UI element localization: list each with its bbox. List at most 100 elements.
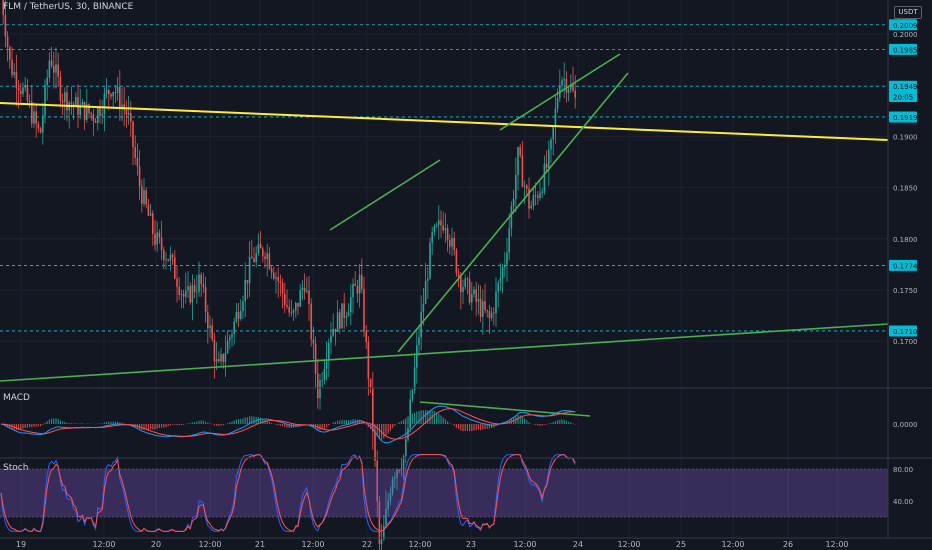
candle-body <box>411 390 414 400</box>
candle-body <box>486 309 488 312</box>
candle-body <box>13 71 15 75</box>
candle-body <box>435 224 438 226</box>
candle-body <box>127 113 130 115</box>
candle-body <box>61 100 64 103</box>
candle-body <box>501 267 504 279</box>
candle-body <box>187 286 189 291</box>
candle-body <box>266 253 268 260</box>
candle-body <box>264 256 266 260</box>
candle-body <box>235 312 238 322</box>
candle-body <box>367 341 370 379</box>
candle-body <box>541 191 543 194</box>
symbol-title[interactable]: FLM / TetherUS, 30, BINANCE <box>3 2 134 12</box>
candle-body <box>22 87 24 94</box>
time-label: 21 <box>255 540 265 549</box>
macd-divergence-line <box>419 401 591 417</box>
signal-line <box>0 408 576 440</box>
time-label: 19 <box>16 540 26 549</box>
candle-body <box>317 373 319 399</box>
price-label-box <box>889 325 917 337</box>
candle-body <box>90 112 92 115</box>
candle-body <box>112 91 114 97</box>
candle-body <box>310 303 312 340</box>
macd-label[interactable]: MACD <box>3 393 30 403</box>
candle-body <box>402 455 405 469</box>
time-label: 12:00 <box>617 540 640 549</box>
candle-body <box>545 163 548 168</box>
candle-body <box>440 220 442 226</box>
channel-upper-line-1 <box>329 159 441 231</box>
candle-body <box>550 139 552 150</box>
candle-body <box>147 204 150 216</box>
candle-body <box>79 104 81 116</box>
candle-body <box>207 312 209 329</box>
candle-body <box>42 115 44 133</box>
candle-body <box>248 256 251 284</box>
candle-body <box>570 84 572 90</box>
stoch-label[interactable]: Stoch <box>3 463 29 473</box>
candle-body <box>297 302 299 307</box>
candle-body <box>433 225 436 233</box>
candle-body <box>259 244 262 249</box>
candle-body <box>185 290 187 297</box>
candle-body <box>279 281 282 283</box>
candle-body <box>334 328 337 332</box>
candle-body <box>105 90 108 94</box>
candle-body <box>554 108 557 127</box>
candle-body <box>180 293 183 296</box>
candle-body <box>6 36 9 48</box>
candle-body <box>255 253 257 262</box>
candle-body <box>451 237 453 247</box>
candle-body <box>374 431 376 461</box>
candle-body <box>350 297 352 313</box>
candle-body <box>493 312 495 314</box>
candle-body <box>240 310 242 319</box>
price-tick: 0.1750 <box>893 287 918 295</box>
candle-body <box>369 378 372 388</box>
candle-body <box>495 291 497 314</box>
candle-body <box>479 298 482 317</box>
candle-body <box>343 303 345 318</box>
candle-body <box>288 306 290 313</box>
candle-body <box>226 340 229 354</box>
candle-body <box>48 60 51 78</box>
candle-body <box>444 228 447 231</box>
candle-body <box>499 278 502 283</box>
candle-body <box>119 86 121 109</box>
candle-body <box>167 259 169 261</box>
candle-body <box>163 249 165 261</box>
candle-body <box>356 285 359 294</box>
candle-body <box>176 278 178 287</box>
candle-body <box>391 479 394 494</box>
time-label: 12:00 <box>721 540 744 549</box>
candle-body <box>477 298 480 302</box>
candle-body <box>308 290 310 304</box>
candle-body <box>31 101 33 124</box>
candle-body <box>277 277 279 282</box>
candle-body <box>510 206 513 229</box>
price-tick: 0.2000 <box>893 31 918 39</box>
time-label: 12:00 <box>301 540 324 549</box>
candle-body <box>257 244 260 254</box>
candle-body <box>424 280 427 305</box>
candle-body <box>460 276 462 293</box>
price-label-box <box>889 80 917 92</box>
price-label-box <box>889 259 917 271</box>
candle-body <box>314 343 317 374</box>
trendlines[interactable] <box>0 53 889 382</box>
price-tick: 0.1850 <box>893 185 918 193</box>
candle-body <box>378 501 381 545</box>
candle-body <box>418 337 420 346</box>
candle-body <box>141 186 143 204</box>
currency-label[interactable]: USDT <box>894 6 922 19</box>
candle-body <box>125 109 128 115</box>
candle-body <box>303 288 306 292</box>
candle-body <box>156 232 158 245</box>
candle-body <box>15 71 18 88</box>
candle-body <box>231 334 233 338</box>
macd-pane <box>0 401 591 444</box>
candle-body <box>306 290 308 292</box>
candle-body <box>352 283 354 298</box>
stoch-band <box>0 469 888 517</box>
